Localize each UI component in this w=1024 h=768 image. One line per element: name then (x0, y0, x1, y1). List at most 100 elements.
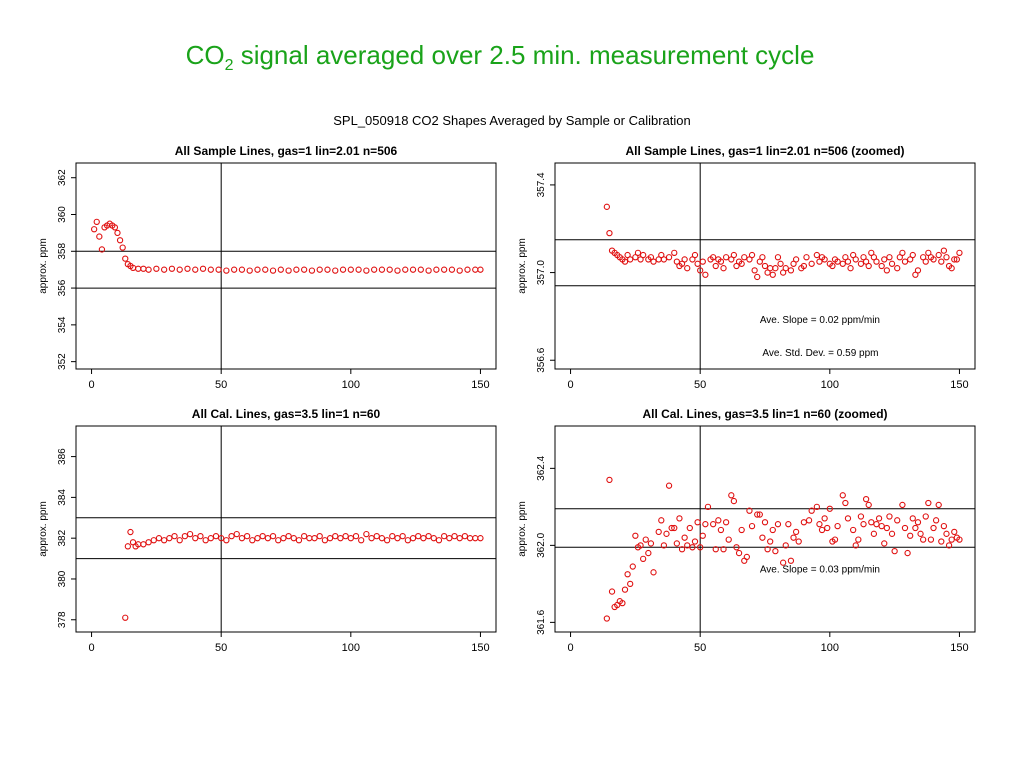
data-point (383, 537, 391, 544)
data-point (943, 254, 950, 261)
data-point (262, 266, 269, 273)
data-point (386, 266, 393, 273)
x-tick-label: 50 (694, 379, 706, 391)
data-point (342, 532, 349, 540)
data-point (844, 515, 852, 522)
data-point (639, 555, 647, 562)
y-tick-label: 356.6 (536, 347, 547, 372)
data-point (145, 539, 152, 546)
data-point (759, 254, 766, 261)
slide-title-subscript: 2 (224, 57, 234, 75)
data-point (275, 537, 282, 544)
plot-frame (554, 425, 976, 633)
data-point (813, 251, 821, 259)
data-point (370, 266, 378, 273)
data-point (883, 524, 891, 532)
data-point (712, 546, 719, 553)
data-point (754, 273, 761, 281)
data-point (914, 519, 922, 526)
data-point (777, 260, 784, 267)
data-point (697, 267, 704, 274)
data-point (394, 267, 401, 274)
data-point (316, 266, 323, 273)
data-point (738, 260, 745, 267)
data-point (673, 540, 681, 547)
data-point (363, 267, 370, 274)
data-point (886, 513, 893, 520)
data-point (748, 522, 756, 530)
data-point (886, 254, 893, 261)
data-point (746, 507, 753, 514)
data-point (122, 614, 129, 621)
data-point (668, 524, 675, 532)
data-point (919, 536, 927, 543)
data-point (145, 266, 152, 273)
x-tick-label: 50 (215, 642, 227, 654)
data-point (873, 258, 880, 265)
data-point (847, 265, 854, 272)
data-point (199, 265, 207, 272)
data-point (684, 265, 691, 272)
data-point (446, 535, 453, 542)
panels-group: All Sample Lines, gas=1 lin=2.01 n=506 0 5… (38, 144, 976, 654)
data-point (782, 265, 789, 272)
data-point (290, 535, 297, 542)
data-point (433, 266, 440, 273)
data-point (909, 515, 916, 522)
data-point (90, 226, 98, 233)
data-point (264, 535, 272, 542)
data-point (176, 266, 183, 273)
data-point (249, 537, 256, 544)
data-point (285, 267, 292, 274)
data-point (192, 266, 199, 273)
data-point (477, 535, 484, 542)
data-point (699, 532, 706, 539)
data-point (197, 532, 204, 540)
data-point (767, 538, 774, 545)
data-point (857, 260, 865, 267)
data-point (603, 615, 611, 622)
data-point (238, 266, 246, 273)
data-point (259, 532, 266, 540)
data-point (697, 544, 704, 551)
data-point (790, 534, 797, 541)
data-point (728, 492, 735, 499)
data-point (420, 535, 427, 542)
data-point (860, 521, 867, 528)
data-point (855, 536, 862, 543)
data-point (764, 546, 771, 553)
panel-title: All Cal. Lines, gas=3.5 lin=1 n=60 (192, 407, 381, 421)
data-point (691, 538, 699, 545)
data-point (761, 262, 769, 270)
data-point (223, 267, 230, 274)
y-tick-label: 360 (57, 206, 68, 223)
data-point (938, 538, 945, 545)
data-point (940, 522, 948, 530)
data-point (909, 251, 916, 259)
data-point (702, 271, 709, 278)
data-point (756, 511, 763, 518)
y-axis-label: approx. ppm (517, 238, 528, 294)
data-point (930, 256, 937, 263)
data-point (202, 537, 209, 544)
x-tick-label: 0 (567, 379, 573, 391)
data-point (308, 267, 316, 274)
x-tick-label: 150 (950, 379, 968, 391)
annotation-text: Ave. Slope = 0.03 ppm/min (760, 564, 880, 575)
data-point (681, 256, 688, 263)
data-point (741, 254, 748, 261)
chart-panel-2: All Sample Lines, gas=1 lin=2.01 n=506 (… (517, 144, 976, 391)
data-point (691, 251, 699, 259)
data-point (417, 266, 424, 273)
data-point (839, 260, 846, 267)
data-point (935, 501, 942, 509)
data-point (186, 530, 194, 538)
data-point (831, 536, 839, 543)
data-point (759, 534, 766, 541)
data-point (875, 515, 883, 522)
data-point (300, 532, 308, 540)
data-point (660, 256, 668, 263)
data-point (805, 517, 813, 524)
data-point (694, 519, 701, 526)
data-point (140, 265, 147, 272)
